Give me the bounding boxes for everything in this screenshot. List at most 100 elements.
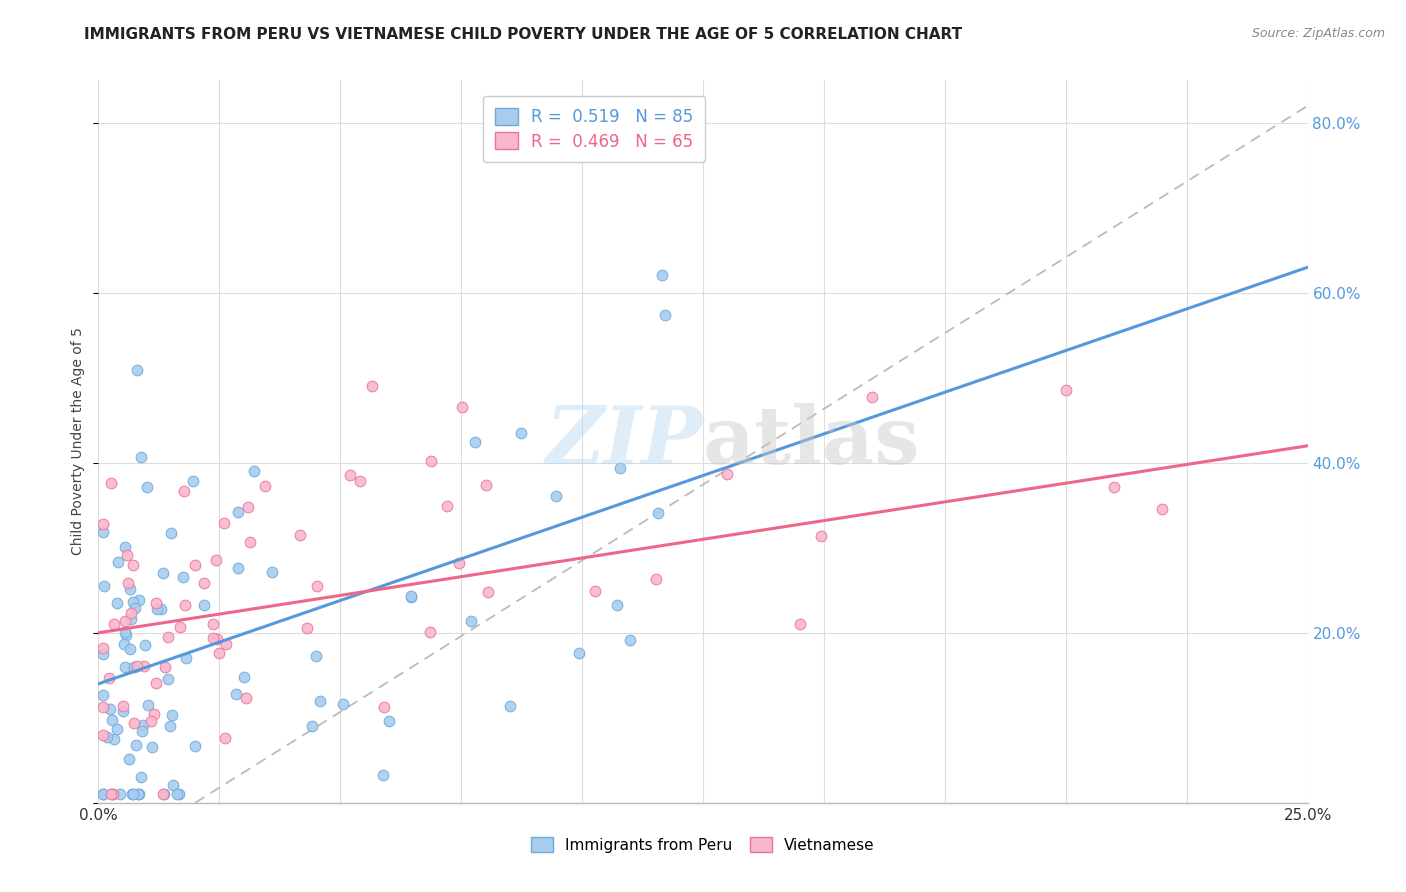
Point (132, 717, 155, 731)
Point (262, 566, 284, 580)
Point (214, 516, 236, 530)
Point (239, 535, 262, 549)
Point (100, 475, 122, 490)
Point (149, 601, 172, 615)
Point (167, 787, 190, 801)
Point (96, 730, 118, 744)
Point (131, 724, 153, 739)
Point (127, 659, 149, 673)
Point (436, 500, 458, 514)
Point (419, 624, 441, 639)
Point (184, 558, 207, 573)
Point (309, 694, 332, 708)
Point (201, 631, 224, 645)
Point (860, 390, 883, 404)
Point (583, 583, 606, 598)
Point (118, 641, 141, 656)
Point (91, 787, 114, 801)
Point (619, 632, 641, 647)
Point (91, 640, 114, 655)
Point (204, 553, 226, 567)
Point (305, 579, 328, 593)
Point (377, 714, 399, 729)
Point (193, 598, 215, 612)
Point (103, 732, 125, 747)
Point (100, 787, 122, 801)
Point (136, 698, 159, 712)
Point (654, 309, 676, 323)
Point (105, 596, 128, 610)
Point (131, 450, 153, 464)
Point (112, 637, 135, 651)
Point (361, 379, 384, 393)
Point (156, 673, 179, 687)
Point (122, 660, 145, 674)
Point (232, 669, 254, 683)
Point (288, 528, 311, 542)
Point (117, 575, 139, 590)
Point (301, 719, 323, 733)
Point (128, 593, 150, 607)
Point (401, 589, 423, 603)
Point (332, 697, 354, 711)
Point (447, 556, 470, 570)
Text: Source: ZipAtlas.com: Source: ZipAtlas.com (1251, 27, 1385, 40)
Point (225, 687, 247, 701)
Point (349, 474, 371, 488)
Text: ZIP: ZIP (546, 403, 703, 480)
Point (172, 570, 194, 584)
Point (153, 660, 176, 674)
Point (254, 478, 277, 492)
Point (159, 719, 181, 733)
Point (1102, 480, 1125, 494)
Point (111, 699, 134, 714)
Point (131, 770, 153, 784)
Point (202, 617, 225, 632)
Point (118, 752, 141, 766)
Point (135, 480, 157, 494)
Point (122, 558, 145, 572)
Point (169, 620, 191, 634)
Point (181, 475, 204, 489)
Point (100, 787, 122, 801)
Point (152, 566, 174, 581)
Point (810, 529, 832, 543)
Point (146, 602, 169, 616)
Point (174, 598, 197, 612)
Point (114, 660, 136, 674)
Point (295, 621, 318, 635)
Point (215, 637, 238, 651)
Point (184, 739, 207, 754)
Point (114, 615, 136, 629)
Point (157, 631, 180, 645)
Point (647, 506, 669, 520)
Point (162, 778, 184, 792)
Point (91, 525, 114, 540)
Point (226, 505, 249, 519)
Point (160, 708, 183, 723)
Legend: Immigrants from Peru, Vietnamese: Immigrants from Peru, Vietnamese (523, 829, 883, 860)
Point (568, 647, 591, 661)
Point (127, 787, 149, 801)
Point (236, 500, 259, 514)
Point (105, 722, 128, 736)
Point (122, 787, 145, 801)
Point (142, 707, 165, 722)
Point (103, 617, 125, 632)
Point (609, 460, 631, 475)
Point (121, 787, 143, 801)
Point (122, 595, 145, 609)
Point (207, 632, 229, 646)
Point (242, 464, 264, 478)
Point (1054, 383, 1077, 397)
Point (193, 576, 215, 591)
Point (371, 768, 394, 782)
Y-axis label: Child Poverty Under the Age of 5: Child Poverty Under the Age of 5 (72, 327, 86, 556)
Point (173, 483, 195, 498)
Point (91, 647, 114, 661)
Point (546, 490, 568, 504)
Point (120, 612, 142, 626)
Point (208, 646, 231, 660)
Point (101, 787, 124, 801)
Point (111, 704, 134, 718)
